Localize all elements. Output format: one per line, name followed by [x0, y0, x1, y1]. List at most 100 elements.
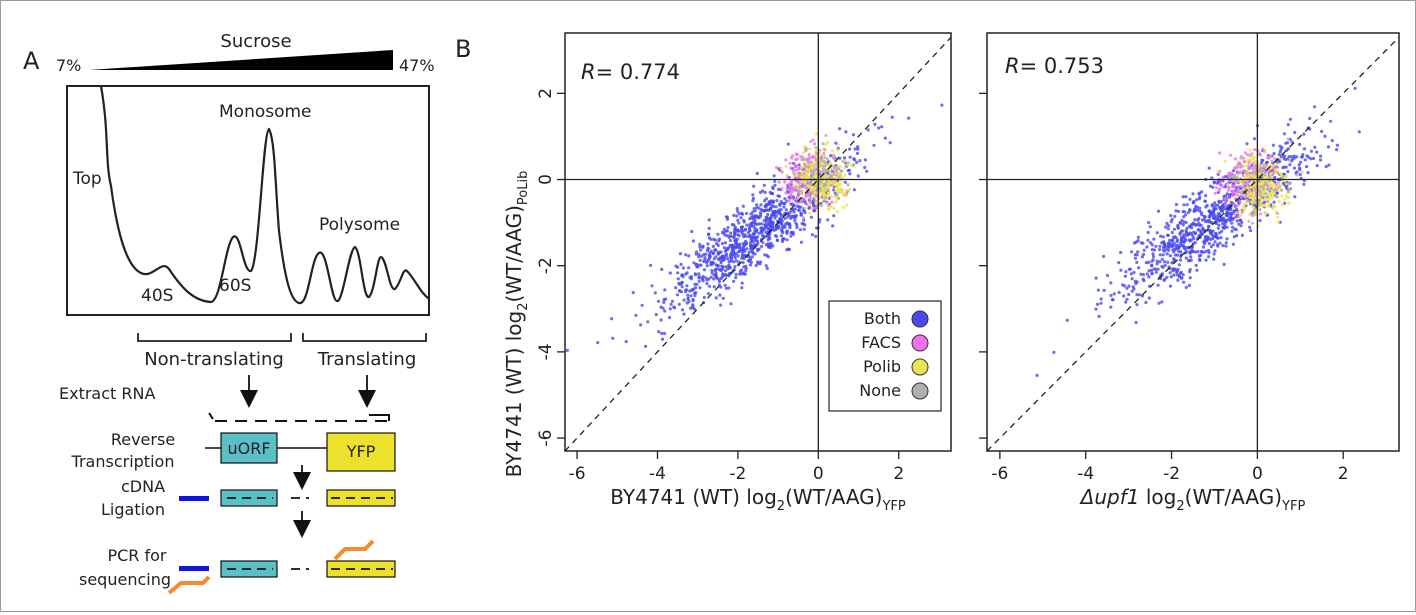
point-both [1357, 130, 1361, 134]
point-both [717, 279, 722, 283]
legend: Both FACS Polib None [828, 300, 942, 412]
plot1-x-axis-title: BY4741 (WT) log2(WT/AAG)YFP [610, 485, 906, 514]
point-both [680, 280, 684, 285]
point-polib [825, 187, 829, 191]
point-both [1210, 203, 1214, 207]
point-polib [1238, 213, 1243, 217]
point-both [1195, 268, 1199, 272]
point-none [814, 158, 818, 162]
point-both [667, 315, 672, 320]
point-both [734, 276, 738, 280]
point-none [824, 133, 828, 138]
point-both [1174, 202, 1179, 207]
point-polib [846, 163, 850, 167]
point-both [789, 202, 793, 206]
point-polib [1263, 150, 1267, 154]
point-none [823, 156, 827, 160]
point-facs [774, 166, 779, 170]
point-both [702, 268, 707, 272]
point-both [684, 253, 688, 257]
point-both [1212, 181, 1216, 185]
point-polib [803, 145, 807, 149]
point-both [644, 344, 648, 348]
profile-label-40s: 40S [141, 286, 173, 306]
point-both [1209, 245, 1213, 249]
point-both [1216, 244, 1220, 248]
point-none [807, 155, 811, 159]
point-both [753, 229, 757, 233]
point-both [1109, 281, 1113, 285]
point-both [1160, 264, 1164, 269]
point-facs [1232, 202, 1236, 206]
point-both [1117, 261, 1121, 265]
point-both [745, 247, 749, 251]
point-both [771, 221, 775, 225]
point-both [1147, 296, 1151, 300]
point-both [750, 244, 754, 248]
point-both [712, 257, 716, 261]
point-both [1207, 241, 1211, 246]
point-both [682, 312, 686, 316]
point-both [727, 260, 731, 264]
point-none [792, 171, 796, 175]
point-both [1129, 272, 1133, 276]
point-both [739, 216, 743, 220]
point-none [846, 161, 850, 165]
point-polib [835, 197, 840, 201]
point-both [1160, 257, 1164, 261]
legend-item-both: Both [864, 309, 929, 328]
point-polib [1300, 170, 1304, 174]
point-both [1214, 221, 1218, 225]
point-both [940, 103, 944, 107]
point-polib [1264, 211, 1268, 215]
point-both [1210, 233, 1214, 237]
point-both [691, 239, 696, 243]
point-both [709, 275, 713, 279]
point-both [1286, 123, 1290, 127]
y-tick-label: -6 [536, 430, 556, 447]
point-both [676, 277, 680, 281]
point-both [795, 223, 799, 227]
point-polib [836, 181, 840, 185]
point-both [848, 147, 852, 151]
point-both [680, 285, 684, 289]
x-tick-label: -2 [1163, 464, 1180, 484]
point-both [803, 210, 807, 215]
point-both [847, 168, 852, 172]
point-both [1323, 134, 1327, 138]
point-both [799, 240, 804, 244]
point-both [1160, 300, 1164, 304]
point-both [1151, 254, 1156, 259]
point-both [734, 272, 738, 276]
point-polib [1216, 170, 1220, 174]
point-facs [1218, 187, 1222, 191]
point-both [764, 204, 768, 209]
point-both [726, 234, 730, 238]
point-both [707, 232, 711, 236]
point-both [752, 184, 756, 188]
point-both [1258, 218, 1262, 223]
point-both [1187, 238, 1191, 242]
point-both [1127, 292, 1131, 297]
point-both [1150, 264, 1154, 268]
point-polib [1259, 198, 1264, 202]
point-facs [1238, 184, 1242, 188]
point-both [565, 348, 569, 352]
point-both [694, 273, 698, 277]
point-both [721, 296, 725, 300]
point-none [1252, 186, 1256, 190]
point-polib [1242, 209, 1246, 213]
point-polib [785, 173, 789, 177]
point-polib [1276, 215, 1280, 219]
point-none [1251, 210, 1255, 214]
point-both [596, 341, 600, 345]
point-both [1122, 294, 1126, 298]
yfp-box [326, 432, 396, 472]
point-both [764, 243, 768, 247]
point-both [668, 271, 672, 275]
point-both [611, 336, 615, 340]
point-both [1183, 210, 1187, 214]
point-polib [1286, 195, 1291, 199]
point-facs [822, 151, 826, 155]
point-both [672, 305, 676, 309]
